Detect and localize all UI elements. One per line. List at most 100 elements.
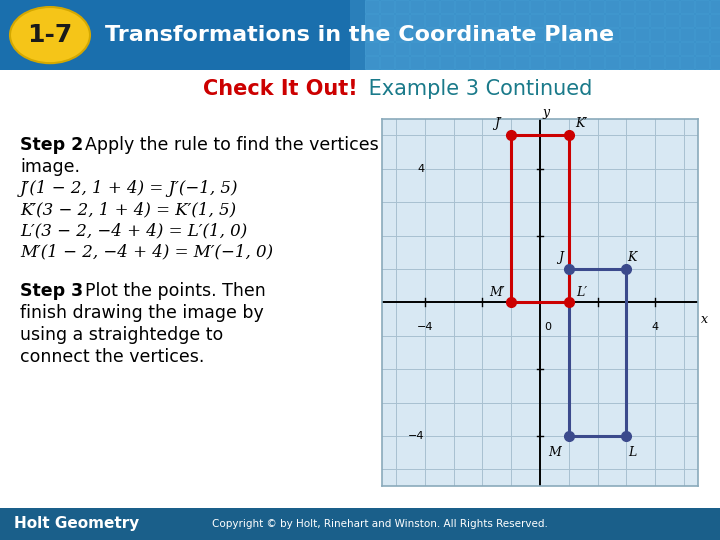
Text: J′(1 − 2, 1 + 4) = J′(−1, 5): J′(1 − 2, 1 + 4) = J′(−1, 5) xyxy=(20,180,238,197)
Bar xyxy=(500,56,514,69)
Bar xyxy=(665,28,679,41)
Bar xyxy=(545,56,559,69)
Bar xyxy=(470,0,484,13)
Text: K′: K′ xyxy=(575,117,588,130)
Bar xyxy=(365,14,379,27)
Bar xyxy=(470,56,484,69)
Bar xyxy=(560,28,574,41)
Bar xyxy=(680,42,694,55)
Bar xyxy=(680,56,694,69)
Text: image.: image. xyxy=(20,158,80,176)
Bar xyxy=(605,14,619,27)
Bar xyxy=(425,56,439,69)
Bar xyxy=(485,28,499,41)
Bar xyxy=(365,0,379,13)
Text: J: J xyxy=(558,251,562,264)
Text: K′(3 − 2, 1 + 4) = K′(1, 5): K′(3 − 2, 1 + 4) = K′(1, 5) xyxy=(20,201,236,218)
Bar xyxy=(485,14,499,27)
Bar xyxy=(485,42,499,55)
Text: finish drawing the image by: finish drawing the image by xyxy=(20,304,264,322)
Bar xyxy=(440,0,454,13)
Bar xyxy=(395,14,409,27)
Bar xyxy=(380,14,394,27)
Bar xyxy=(515,28,529,41)
Text: 4: 4 xyxy=(418,164,425,174)
Bar xyxy=(575,42,589,55)
Bar xyxy=(455,42,469,55)
Bar xyxy=(395,0,409,13)
Bar xyxy=(425,14,439,27)
Bar xyxy=(620,14,634,27)
Bar xyxy=(590,42,604,55)
Bar xyxy=(440,28,454,41)
Bar xyxy=(620,28,634,41)
Bar xyxy=(665,56,679,69)
Bar xyxy=(710,42,720,55)
Bar xyxy=(620,56,634,69)
Bar xyxy=(500,28,514,41)
Text: connect the vertices.: connect the vertices. xyxy=(20,348,204,366)
Bar xyxy=(560,56,574,69)
Bar xyxy=(575,14,589,27)
Bar xyxy=(590,14,604,27)
Text: L′: L′ xyxy=(576,286,588,299)
Bar xyxy=(515,0,529,13)
Text: 1-7: 1-7 xyxy=(27,23,73,47)
Bar xyxy=(500,42,514,55)
Text: 4: 4 xyxy=(652,322,659,333)
Bar xyxy=(620,42,634,55)
Text: −4: −4 xyxy=(408,431,425,441)
Ellipse shape xyxy=(10,7,90,63)
Text: y: y xyxy=(542,106,549,119)
Bar xyxy=(380,42,394,55)
Bar xyxy=(560,0,574,13)
Text: Check It Out!: Check It Out! xyxy=(203,79,358,99)
Text: M′: M′ xyxy=(489,286,505,299)
Bar xyxy=(425,42,439,55)
Text: Transformations in the Coordinate Plane: Transformations in the Coordinate Plane xyxy=(105,25,614,45)
Text: Holt Geometry: Holt Geometry xyxy=(14,516,139,531)
Text: J′: J′ xyxy=(495,117,502,130)
Text: x: x xyxy=(701,313,708,326)
Bar xyxy=(635,0,649,13)
Text: −4: −4 xyxy=(417,322,433,333)
Bar xyxy=(560,14,574,27)
Bar xyxy=(425,28,439,41)
Bar xyxy=(695,0,709,13)
Text: Apply the rule to find the vertices of the: Apply the rule to find the vertices of t… xyxy=(85,136,436,154)
Bar xyxy=(530,42,544,55)
Text: Step 2: Step 2 xyxy=(20,136,84,154)
Bar xyxy=(485,56,499,69)
Bar xyxy=(650,56,664,69)
Bar xyxy=(350,0,720,70)
Bar xyxy=(710,28,720,41)
Text: using a straightedge to: using a straightedge to xyxy=(20,326,223,344)
Bar xyxy=(635,14,649,27)
Bar xyxy=(410,0,424,13)
Text: 0: 0 xyxy=(544,322,552,333)
Bar xyxy=(620,0,634,13)
Text: M: M xyxy=(548,446,561,459)
Bar xyxy=(380,56,394,69)
Bar xyxy=(380,28,394,41)
Bar xyxy=(515,42,529,55)
Bar xyxy=(635,56,649,69)
Bar xyxy=(710,56,720,69)
Bar xyxy=(425,0,439,13)
Text: Plot the points. Then: Plot the points. Then xyxy=(85,282,266,300)
Bar xyxy=(650,14,664,27)
Bar xyxy=(395,28,409,41)
Text: L′(3 − 2, −4 + 4) = L′(1, 0): L′(3 − 2, −4 + 4) = L′(1, 0) xyxy=(20,222,247,239)
Bar xyxy=(695,28,709,41)
Text: Copyright © by Holt, Rinehart and Winston. All Rights Reserved.: Copyright © by Holt, Rinehart and Winsto… xyxy=(212,519,548,529)
Bar xyxy=(410,28,424,41)
Bar xyxy=(530,0,544,13)
Bar xyxy=(560,42,574,55)
Bar xyxy=(665,42,679,55)
Bar xyxy=(380,0,394,13)
Bar xyxy=(410,14,424,27)
Bar xyxy=(650,28,664,41)
Bar xyxy=(695,56,709,69)
Bar xyxy=(635,28,649,41)
Bar xyxy=(530,14,544,27)
